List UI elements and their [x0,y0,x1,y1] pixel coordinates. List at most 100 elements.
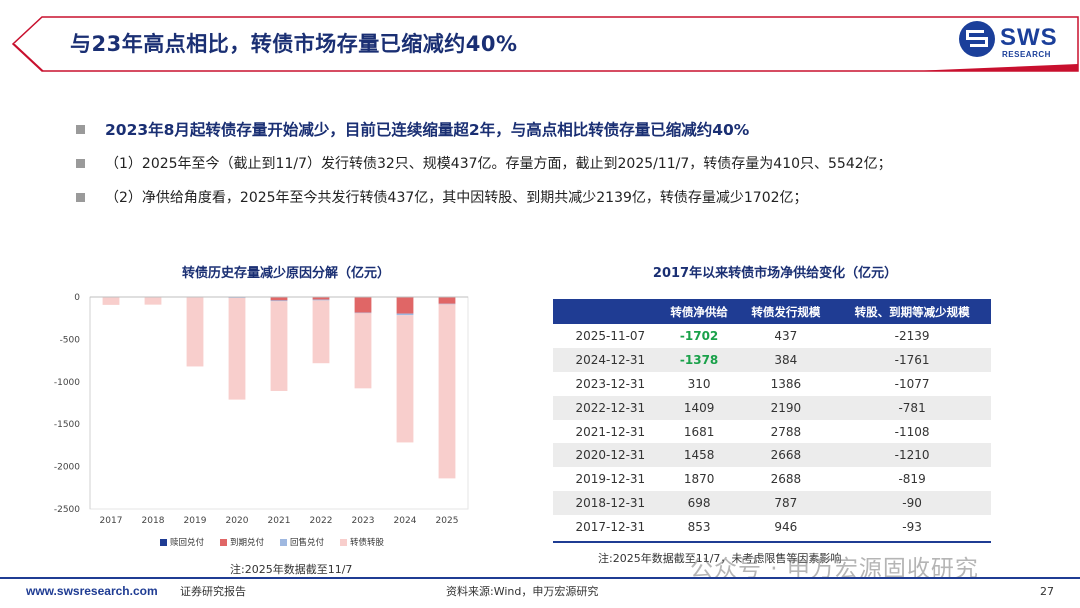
y-tick-label: -2500 [54,505,80,515]
bar-segment [354,297,372,313]
table-row: 2017-12-31 853 946 -93 [553,515,991,540]
cell-net-supply: 1409 [659,395,739,420]
left-chart-title: 转债历史存量减少原因分解（亿元） [181,266,390,281]
bar-segment [396,313,414,316]
cell-issue-size: 2788 [738,419,834,444]
cell-net-supply: -1702 [659,324,739,348]
cell-issue-size: 437 [738,324,834,348]
table-header-cell: 转债发行规模 [738,299,834,324]
bar-segment [312,299,330,301]
cell-date: 2020-12-31 [553,443,660,468]
bar-segment [228,297,246,400]
bar-segment [438,304,456,479]
table-row: 2020-12-31 1458 2668 -1210 [553,443,991,468]
bar-segment [396,297,414,314]
table-header-cell: 转债净供给 [659,299,739,324]
legend-item: 到期兑付 [220,536,264,548]
bar-segment [102,297,120,305]
header-band [12,16,1079,72]
cell-date: 2018-12-31 [553,491,660,516]
bar-segment [312,300,330,364]
cell-reduction: -781 [833,395,991,420]
cell-net-supply: 310 [659,371,739,396]
footer-divider [0,577,1080,579]
table-header-row: 转债净供给 转债发行规模 转股、到期等减少规模 [553,299,991,324]
bullet-square-icon [76,158,85,168]
cell-date: 2019-12-31 [553,467,660,492]
footer-report-type: 证券研究报告 [180,585,246,598]
cell-issue-size: 384 [738,347,834,372]
cell-reduction: -1761 [833,347,991,372]
bullet-item: （2）净供给角度看，2025年至今共发行转债437亿，其中因转股、到期共减少21… [76,180,1066,214]
cell-date: 2017-12-31 [553,515,660,540]
legend-label: 到期兑付 [230,538,265,548]
bar-segment [228,297,246,299]
bullet-item: （1）2025年至今（截止到11/7）发行转债32只、规模437亿。存量方面，截… [76,146,1066,180]
cell-issue-size: 1386 [738,371,834,396]
x-tick-label: 2020 [226,516,249,526]
stacked-bar-chart: 0 -500 -1000 -1500 -2000 -2500 2017 2018 2019 202… [54,293,469,526]
cell-reduction: -2139 [833,324,991,348]
table-row: 2019-12-31 1870 2688 -819 [553,467,991,492]
sws-logo-mark-icon [959,21,995,57]
legend-item: 回售兑付 [280,536,324,548]
cell-net-supply: -1378 [659,347,739,372]
net-supply-table: 转债净供给 转债发行规模 转股、到期等减少规模 2025-11-07 -1702 4… [553,299,991,540]
table-bottom-border [553,541,991,543]
footer-url-link[interactable]: www.swsresearch.com [26,584,158,598]
cell-net-supply: 853 [659,515,739,540]
y-tick-label: -1500 [54,420,80,430]
bullet-square-icon [76,124,85,134]
table-row: 2022-12-31 1409 2190 -781 [553,395,991,420]
bar-segment [354,313,372,389]
logo-subtext: RESEARCH [1002,50,1051,59]
bar-segment [270,300,288,302]
cell-reduction: -1210 [833,443,991,468]
cell-issue-size: 2688 [738,467,834,492]
table-header-cell [553,299,660,324]
cell-reduction: -90 [833,491,991,516]
y-tick-label: 0 [74,293,80,303]
legend-swatch [160,538,167,546]
y-tick-label: -2000 [54,463,80,473]
cell-issue-size: 2668 [738,443,834,468]
cell-reduction: -93 [833,515,991,540]
cell-net-supply: 1681 [659,419,739,444]
y-tick-label: -1000 [54,378,80,388]
cell-net-supply: 1870 [659,467,739,492]
chart-legend: 赎回兑付 到期兑付 回售兑付 转债转股 [160,536,384,548]
legend-label: 赎回兑付 [170,538,205,548]
legend-swatch [220,538,228,546]
cell-date: 2025-11-07 [553,324,660,348]
bar-segment [354,312,372,314]
bullet-text: 2023年8月起转债存量开始减少，目前已连续缩量超2年，与高点相比转债存量已缩减… [105,121,750,139]
bullet-square-icon [76,192,85,202]
legend-swatch [280,538,288,546]
cell-date: 2021-12-31 [553,419,660,444]
table-header-cell: 转股、到期等减少规模 [833,299,991,324]
x-tick-label: 2023 [352,516,375,526]
cell-date: 2023-12-31 [553,371,660,396]
right-table-note: 注:2025年数据截至11/7，未考虑限售等因素影响 [598,552,842,565]
cell-net-supply: 1458 [659,443,739,468]
x-tick-label: 2017 [100,516,123,526]
bar-segment [312,297,330,300]
bar-segment [270,301,288,391]
cell-reduction: -1108 [833,419,991,444]
cell-issue-size: 2190 [738,395,834,420]
sws-logo: SWS RESEARCH [958,20,1068,64]
y-tick-label: -500 [60,335,81,345]
x-tick-label: 2022 [310,516,333,526]
left-chart-note: 注:2025年数据截至11/7 [230,563,353,576]
bar-segment [270,297,288,301]
cell-date: 2022-12-31 [553,395,660,420]
logo-text: SWS [1000,24,1058,51]
bullet-list: 2023年8月起转债存量开始减少，目前已连续缩量超2年，与高点相比转债存量已缩减… [76,112,1066,214]
cell-net-supply: 698 [659,491,739,516]
cell-reduction: -819 [833,467,991,492]
bar-segment [438,303,456,305]
cell-issue-size: 787 [738,491,834,516]
table-row: 2024-12-31 -1378 384 -1761 [553,347,991,372]
bar-segment [396,315,414,443]
cell-date: 2024-12-31 [553,347,660,372]
